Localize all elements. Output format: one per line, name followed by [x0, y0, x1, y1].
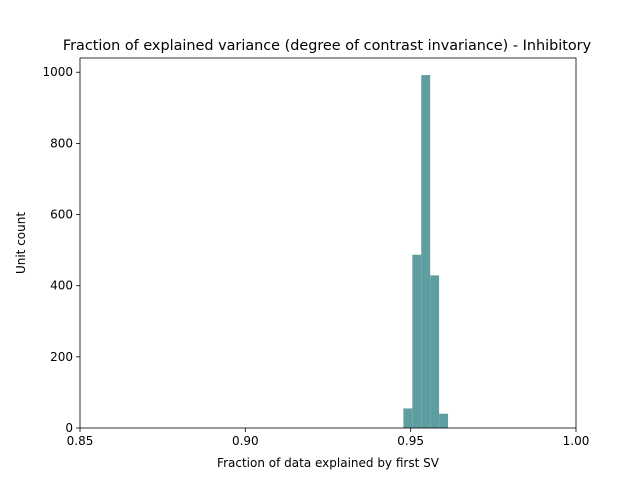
y-tick-label: 400 [50, 279, 73, 293]
histogram-bar-1 [412, 254, 422, 428]
chart-title: Fraction of explained variance (degree o… [63, 38, 592, 54]
histogram-bar-3 [430, 275, 440, 428]
histogram-bar-4 [439, 413, 449, 428]
y-tick-label: 800 [50, 136, 73, 150]
y-axis-ticks: 0 200 400 600 800 1000 [42, 65, 80, 435]
y-tick-label: 1000 [42, 65, 73, 79]
plot-frame [79, 57, 577, 429]
x-axis-ticks: 0.85 0.90 0.95 1.00 [67, 428, 590, 448]
y-axis-label: Unit count [14, 212, 28, 274]
y-tick-label: 600 [50, 208, 73, 222]
x-tick-label: 0.95 [397, 434, 424, 448]
x-tick-label: 0.90 [232, 434, 259, 448]
x-tick-label: 0.85 [67, 434, 94, 448]
histogram-bar-0 [403, 408, 413, 428]
bars-group [403, 75, 449, 429]
y-tick-label: 0 [65, 421, 73, 435]
y-tick-label: 200 [50, 350, 73, 364]
histogram-bar-2 [421, 75, 431, 429]
x-axis-label: Fraction of data explained by first SV [217, 456, 440, 470]
x-tick-label: 1.00 [563, 434, 590, 448]
